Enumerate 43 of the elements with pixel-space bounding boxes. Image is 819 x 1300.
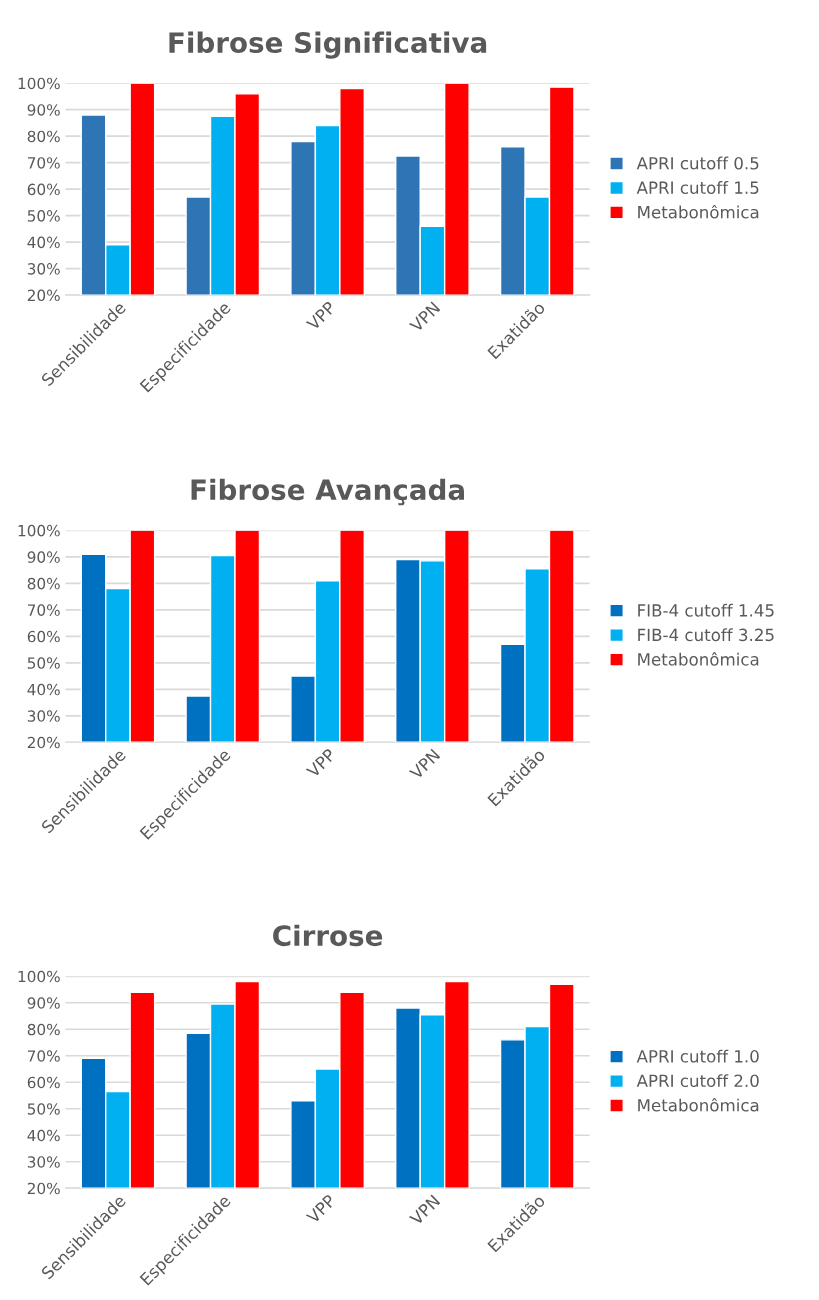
legend-label: Metabonômica xyxy=(638,1097,759,1112)
y-tick-label: 30% xyxy=(27,263,60,275)
y-tick-label: 90% xyxy=(27,997,60,1009)
y-tick-label: 80% xyxy=(27,1023,60,1036)
y-tick-label: 100% xyxy=(18,524,60,537)
y-tick-label: 20% xyxy=(27,1182,60,1195)
chart-title: Fibrose Avançada xyxy=(191,478,464,506)
y-tick-label: 20% xyxy=(27,736,60,749)
y-tick-label: 70% xyxy=(27,1050,60,1062)
y-tick-label: 20% xyxy=(27,289,60,302)
y-tick-label: 50% xyxy=(27,1103,60,1115)
y-tick-label: 50% xyxy=(27,657,60,669)
y-tick-label: 70% xyxy=(27,157,60,169)
y-tick-label: 40% xyxy=(27,236,60,249)
x-tick-label: VPN xyxy=(408,748,441,781)
y-tick-label: 30% xyxy=(27,1156,60,1168)
y-tick-label: 80% xyxy=(27,130,60,143)
legend-label: APRI cutoff 1.0 xyxy=(636,1049,759,1063)
y-tick-label: 90% xyxy=(27,551,60,563)
y-tick-label: 40% xyxy=(27,1129,60,1142)
y-tick-label: 50% xyxy=(27,210,60,222)
legend-label: APRI cutoff 1.5 xyxy=(636,181,759,194)
y-tick-label: 100% xyxy=(18,970,60,983)
chart-title: Fibrose Significativa xyxy=(169,31,487,59)
y-tick-label: 60% xyxy=(27,1076,60,1089)
legend-label: FIB-4 cutoff 3.25 xyxy=(638,628,774,642)
y-tick-label: 40% xyxy=(27,683,60,696)
legend-label: APRI cutoff 2.0 xyxy=(636,1074,759,1088)
legend-label: APRI cutoff 0.5 xyxy=(636,156,759,170)
y-tick-label: 100% xyxy=(18,77,60,90)
y-tick-label: 70% xyxy=(27,604,60,616)
legend-label: Metabonômica xyxy=(638,652,759,666)
x-tick-label: VPP xyxy=(305,300,337,332)
x-tick-label: VPP xyxy=(305,1193,337,1225)
y-tick-label: 90% xyxy=(27,104,60,116)
y-tick-label: 80% xyxy=(27,577,60,590)
y-tick-label: 60% xyxy=(27,630,60,643)
legend-label: FIB-4 cutoff 1.45 xyxy=(638,603,774,617)
x-tick-label: VPP xyxy=(305,747,337,779)
legend-label: Metabonômica xyxy=(638,204,759,219)
y-tick-label: 60% xyxy=(27,183,60,196)
chart-title: Cirrose xyxy=(273,924,383,947)
y-tick-label: 30% xyxy=(27,710,60,722)
